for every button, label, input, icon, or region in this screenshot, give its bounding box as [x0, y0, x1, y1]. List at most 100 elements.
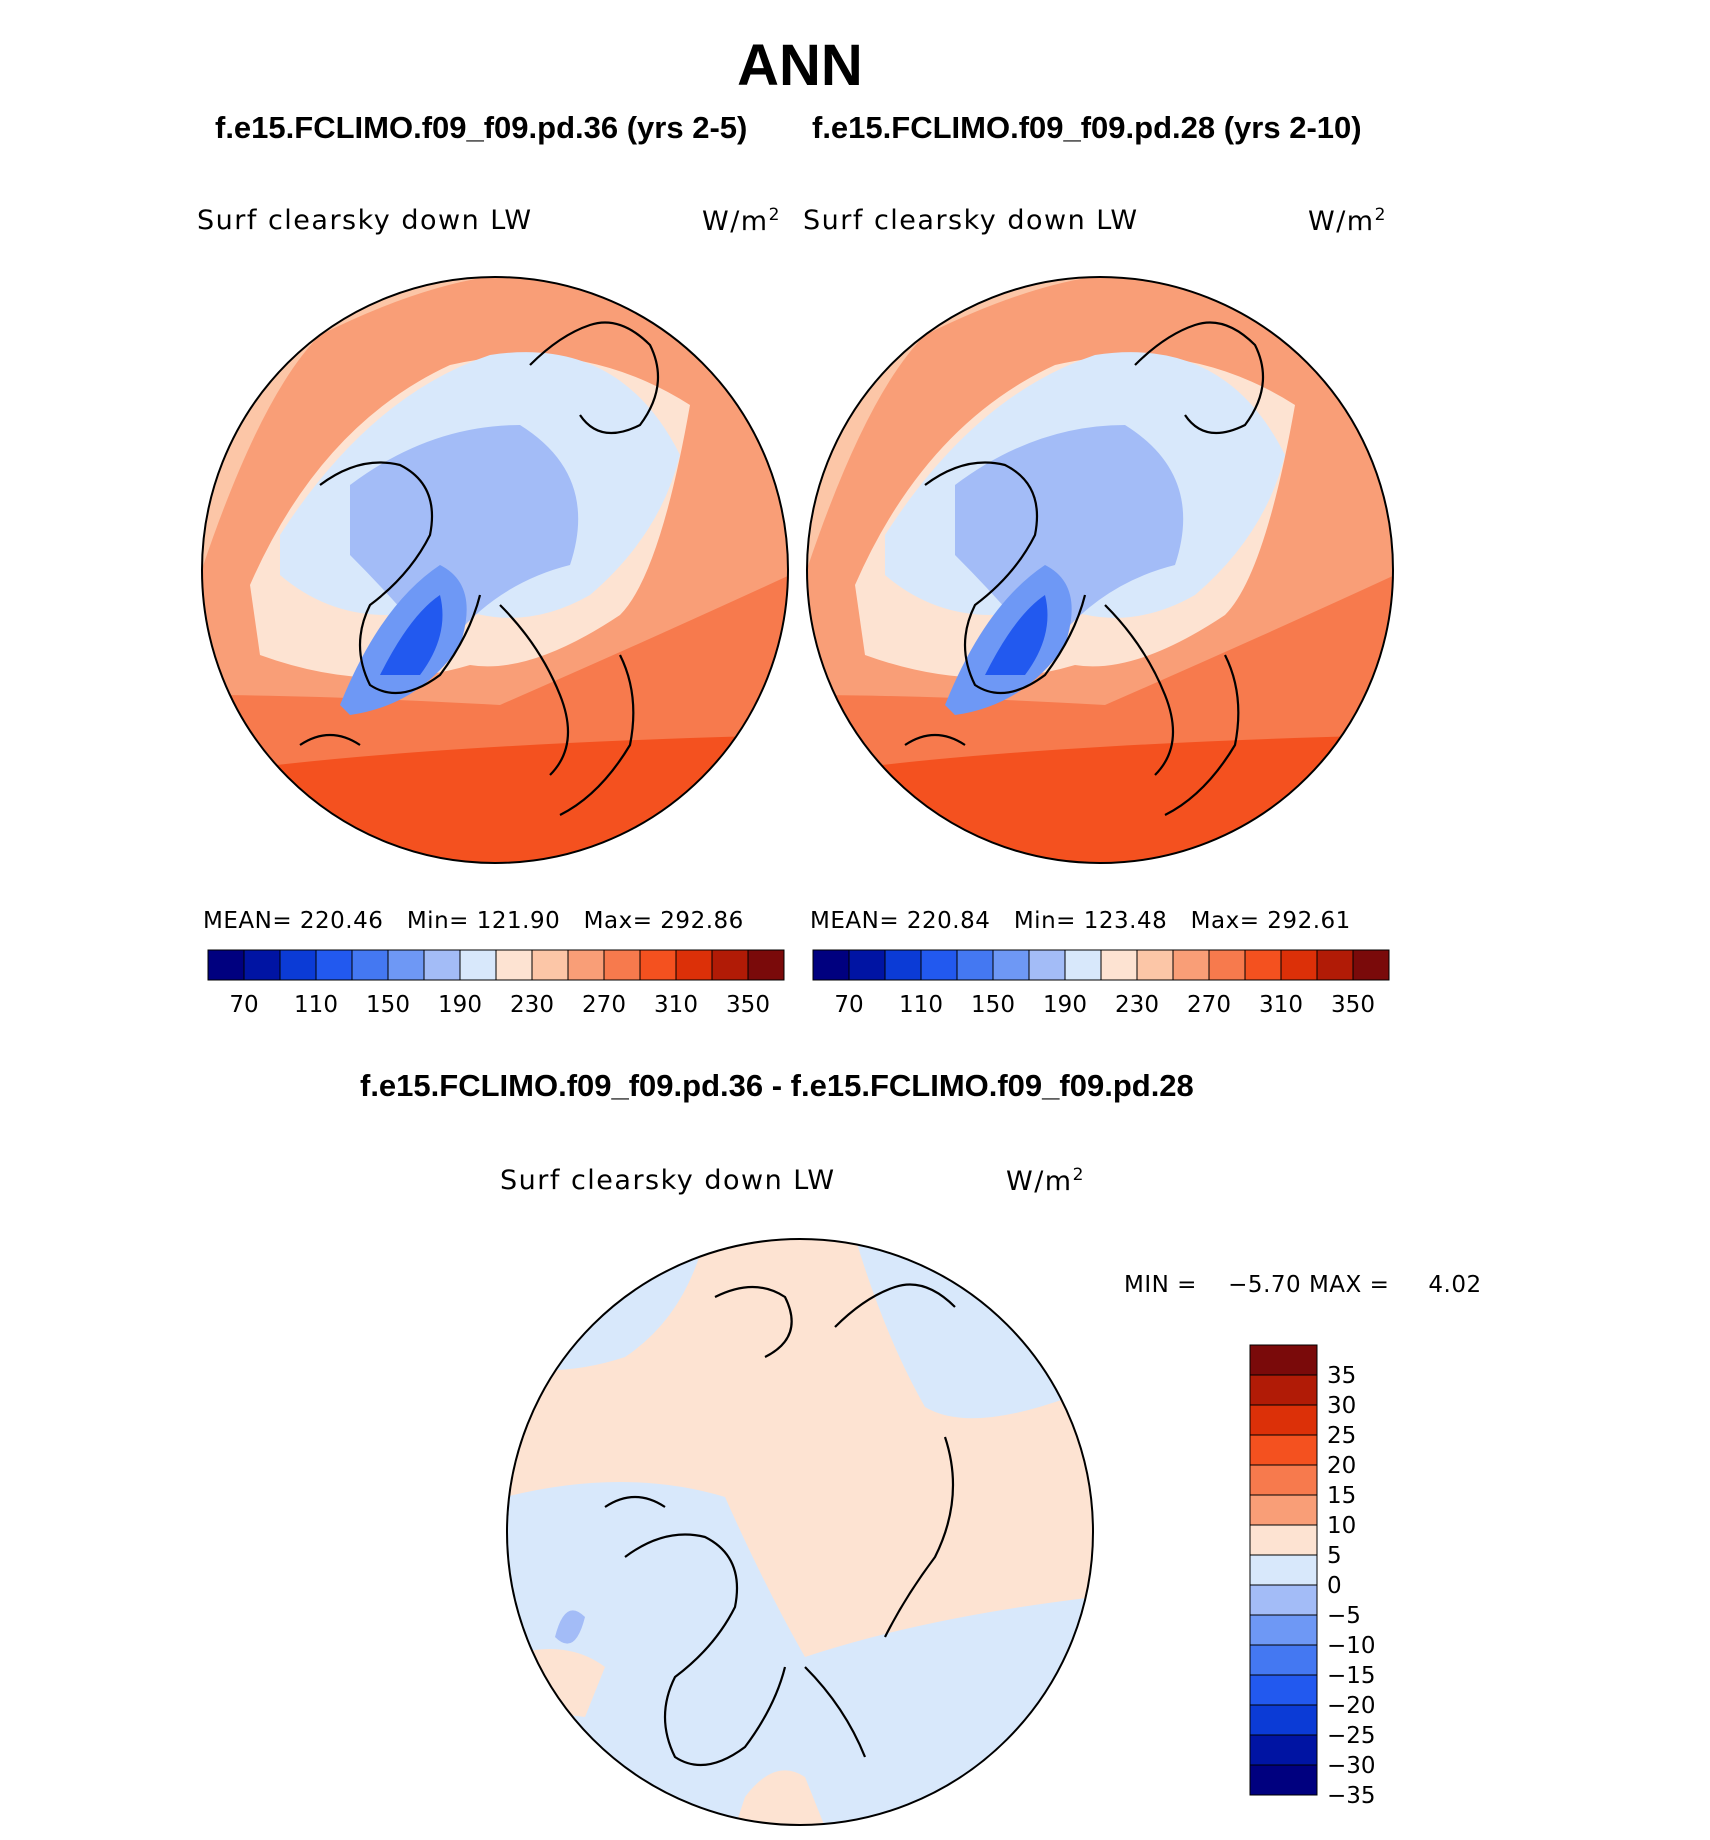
map2-coastline [904, 321, 1265, 816]
cbar3-tick-label: −25 [1327, 1723, 1376, 1749]
cbar3-swatch [1249, 1674, 1318, 1706]
panel1-max-label: Max= [583, 908, 653, 934]
panel2-min-label: Min= [1013, 908, 1076, 934]
map3-field [507, 1239, 1093, 1825]
cbar3-swatch [1249, 1464, 1318, 1496]
polar-map-difference [506, 1238, 1094, 1826]
cbar3-tick-label: 20 [1327, 1453, 1356, 1479]
cbar3-swatch [1249, 1764, 1318, 1796]
cbar1-swatch [243, 949, 281, 981]
panel1-max-value: 292.86 [660, 908, 744, 934]
cbar2-swatch [1244, 949, 1282, 981]
map3-field-band [555, 1610, 585, 1644]
cbar3-tick-label: −35 [1327, 1783, 1376, 1809]
panel2-mean-value: 220.84 [906, 908, 991, 934]
case2-title: f.e15.FCLIMO.f09_f09.pd.28 (yrs 2-10) [812, 110, 1362, 145]
panel2-max-value: 292.61 [1267, 908, 1351, 934]
cbar1-swatch [495, 949, 533, 981]
cbar2-tick-label: 150 [971, 992, 1015, 1018]
cbar1-swatch [603, 949, 641, 981]
diff-stats: MIN = −5.70 MAX = 4.02 [1124, 1272, 1482, 1298]
cbar2-swatch [1100, 949, 1138, 981]
colorbar-difference: 35 30 25 20 15 10 5 0 −5 −10 −15 −20 −25 −30 −35 [1249, 1344, 1376, 1809]
cbar3-swatch [1249, 1344, 1318, 1376]
map1-field [202, 277, 788, 863]
panel2-max-label: Max= [1190, 908, 1260, 934]
polar-map-case2 [806, 276, 1394, 864]
panel2-min-value: 123.48 [1083, 908, 1168, 934]
panel1-units-label: W/m2 [702, 205, 781, 237]
cbar2-swatch [1208, 949, 1246, 981]
panel2-variable-label: Surf clearsky down LW [803, 205, 1139, 236]
cbar1-tick-label: 270 [582, 992, 626, 1018]
cbar1-swatch [675, 949, 713, 981]
cbar1-swatch [279, 949, 317, 981]
cbar3-swatch [1249, 1434, 1318, 1466]
colorbar-case1: 70 110 150 190 230 270 310 350 [207, 949, 785, 1018]
cbar1-swatch [351, 949, 389, 981]
cbar1-swatch [315, 949, 353, 981]
cbar3-tick-label: 15 [1327, 1483, 1356, 1509]
cbar2-tick-label: 230 [1115, 992, 1159, 1018]
cbar2-tick-label: 110 [899, 992, 943, 1018]
panel2-stats: MEAN= 220.84 Min= 123.48 Max= 292.61 [810, 908, 1351, 934]
season-title: ANN [737, 33, 863, 98]
cbar1-swatch [459, 949, 497, 981]
cbar3-tick-label: −5 [1327, 1603, 1361, 1629]
cbar2-swatch [848, 949, 886, 981]
cbar1-tick-label: 350 [726, 992, 770, 1018]
cbar2-swatch [920, 949, 958, 981]
map1-field-band [380, 595, 443, 675]
cbar2-swatch [1136, 949, 1174, 981]
cbar3-swatch [1249, 1584, 1318, 1616]
cbar1-swatch [207, 949, 245, 981]
cbar2-swatch [1172, 949, 1210, 981]
map3-field-band [735, 1770, 825, 1825]
cbar1-tick-label: 150 [366, 992, 410, 1018]
cbar2-swatch [1028, 949, 1066, 981]
cbar3-swatch [1249, 1404, 1318, 1436]
cbar2-swatch [1064, 949, 1102, 981]
polar-map-case1 [201, 276, 789, 864]
cbar2-tick-label: 190 [1043, 992, 1087, 1018]
cbar3-swatch [1249, 1374, 1318, 1406]
cbar3-tick-label: 5 [1327, 1543, 1342, 1569]
map3-border [506, 1238, 1094, 1826]
cbar3-tick-label: 35 [1327, 1363, 1356, 1389]
cbar3-swatch [1249, 1494, 1318, 1526]
cbar3-tick-label: 25 [1327, 1423, 1356, 1449]
cbar1-swatch [639, 949, 677, 981]
cbar1-swatch [567, 949, 605, 981]
map3-coastline [604, 1283, 956, 1767]
cbar1-swatch [711, 949, 749, 981]
panel1-min-label: Min= [406, 908, 469, 934]
cbar1-tick-label: 230 [510, 992, 554, 1018]
cbar2-swatch [812, 949, 850, 981]
panel1-mean-value: 220.46 [299, 908, 384, 934]
cbar2-swatch [884, 949, 922, 981]
cbar2-tick-label: 70 [834, 992, 863, 1018]
cbar3-tick-label: −15 [1327, 1663, 1376, 1689]
cbar3-tick-label: 0 [1327, 1573, 1342, 1599]
cbar3-tick-label: −30 [1327, 1753, 1376, 1779]
cbar1-swatch [531, 949, 569, 981]
cbar3-swatch [1249, 1704, 1318, 1736]
map1-border [201, 276, 789, 864]
diff-units-label: W/m2 [1006, 1165, 1085, 1197]
cbar1-tick-label: 70 [229, 992, 258, 1018]
cbar1-swatch [387, 949, 425, 981]
map2-field-band [985, 595, 1048, 675]
cbar1-swatch [747, 949, 785, 981]
cbar3-swatch [1249, 1644, 1318, 1676]
cbar2-swatch [956, 949, 994, 981]
panel2-units-label: W/m2 [1308, 205, 1387, 237]
map1-coastline [299, 321, 660, 816]
cbar2-tick-label: 310 [1259, 992, 1303, 1018]
colorbar-case2: 70 110 150 190 230 270 310 350 [812, 949, 1390, 1018]
cbar2-swatch [1352, 949, 1390, 981]
cbar2-swatch [1280, 949, 1318, 981]
map2-border [806, 276, 1394, 864]
panel1-stats: MEAN= 220.46 Min= 121.90 Max= 292.86 [203, 908, 744, 934]
cbar2-swatch [1316, 949, 1354, 981]
cbar2-tick-label: 270 [1187, 992, 1231, 1018]
